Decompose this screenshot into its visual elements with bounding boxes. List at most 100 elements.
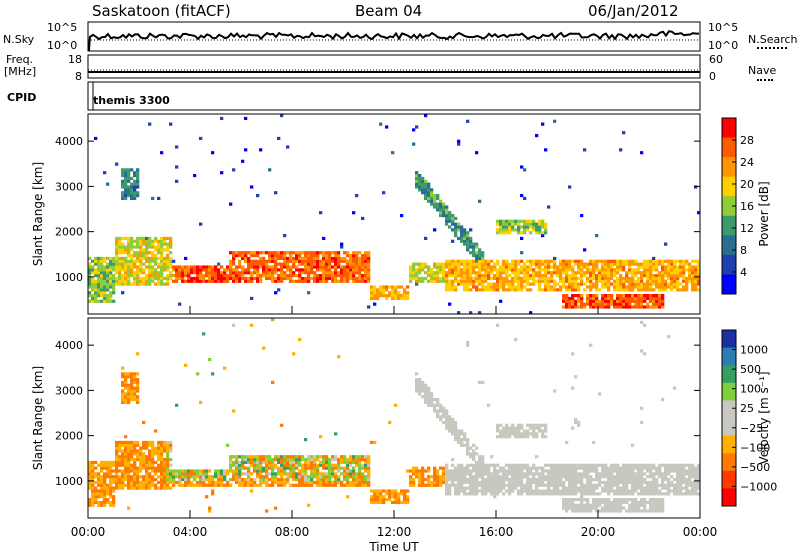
heatmap-cell (154, 449, 158, 453)
heatmap-cell (139, 276, 143, 281)
heatmap-cell (268, 460, 272, 465)
heatmap-cell (256, 463, 260, 467)
heatmap-cell (667, 335, 671, 339)
heatmap-cell (94, 271, 98, 275)
heatmap-cell (496, 285, 500, 289)
heatmap-cell (502, 259, 506, 263)
heatmap-cell (211, 489, 215, 493)
heatmap-cell (217, 262, 221, 266)
heatmap-cell (697, 466, 701, 470)
heatmap-cell (592, 274, 596, 278)
heatmap-cell (694, 466, 698, 470)
heatmap-cell (505, 463, 509, 467)
heatmap-cell (418, 483, 422, 487)
heatmap-cell (364, 480, 368, 485)
heatmap-cell (136, 486, 140, 490)
heatmap-cell (520, 219, 524, 223)
heatmap-cell (175, 276, 179, 281)
heatmap-cell (661, 299, 665, 303)
heatmap-cell (514, 219, 518, 223)
heatmap-cell (457, 236, 461, 241)
heatmap-cell (661, 475, 665, 479)
heatmap-cell (637, 305, 641, 309)
heatmap-cell (430, 279, 434, 283)
heatmap-cell (313, 458, 317, 462)
heatmap-cell (271, 380, 275, 385)
heatmap-cell (616, 296, 620, 301)
heatmap-cell (487, 265, 491, 269)
heatmap-cell (604, 305, 608, 309)
heatmap-cell (442, 466, 446, 470)
heatmap-cell (166, 486, 170, 490)
heatmap-cell (238, 265, 242, 269)
heatmap-cell (346, 254, 350, 258)
heatmap-cell (586, 279, 590, 283)
heatmap-cell (670, 268, 674, 272)
heatmap-cell (607, 285, 611, 289)
heatmap-cell (466, 343, 470, 347)
heatmap-cell (589, 276, 593, 281)
heatmap-cell (91, 299, 95, 303)
heatmap-cell (340, 245, 344, 249)
heatmap-cell (139, 262, 143, 266)
heatmap-cell (619, 299, 623, 303)
heatmap-cell (634, 506, 638, 510)
heatmap-cell (157, 440, 161, 445)
heatmap-cell (442, 265, 446, 269)
heatmap-cell (91, 503, 95, 507)
heatmap-cell (358, 455, 362, 459)
heatmap-cell (313, 466, 317, 470)
heatmap-cell (469, 236, 473, 241)
heatmap-cell (661, 463, 665, 467)
heatmap-cell (484, 288, 488, 292)
heatmap-cell (574, 418, 578, 422)
heatmap-cell (478, 282, 482, 286)
heatmap-cell (124, 196, 128, 201)
heatmap-cell (448, 211, 452, 215)
heatmap-cell (643, 506, 647, 510)
heatmap-cell (403, 294, 407, 298)
heatmap-cell (283, 455, 287, 459)
heatmap-cell (142, 460, 146, 465)
heatmap-cell (115, 262, 119, 266)
heatmap-cell (640, 500, 644, 505)
heatmap-cell (151, 254, 155, 258)
heatmap-cell (97, 282, 101, 286)
heatmap-cell (562, 500, 566, 505)
heatmap-cell (121, 291, 125, 295)
heatmap-cell (571, 302, 575, 306)
heatmap-cell (112, 498, 116, 502)
heatmap-cell (433, 409, 437, 413)
heatmap-cell (571, 259, 575, 263)
heatmap-cell (154, 254, 158, 258)
heatmap-cell (118, 478, 122, 482)
heatmap-cell (520, 475, 524, 479)
heatmap-cell (505, 429, 509, 433)
heatmap-cell (547, 480, 551, 485)
heatmap-cell (346, 276, 350, 281)
heatmap-cell (130, 248, 134, 252)
heatmap-cell (535, 469, 539, 473)
heatmap-cell (220, 171, 224, 175)
heatmap-cell (679, 466, 683, 470)
heatmap-cell (622, 469, 626, 473)
heatmap-cell (382, 489, 386, 493)
heatmap-cell (127, 460, 131, 465)
y-tick-label: 2000 (55, 226, 83, 239)
heatmap-cell (565, 489, 569, 493)
heatmap-cell (304, 256, 308, 261)
heatmap-cell (634, 296, 638, 301)
heatmap-cell (379, 489, 383, 493)
heatmap-cell (301, 256, 305, 261)
heatmap-cell (541, 435, 545, 439)
heatmap-cell (613, 271, 617, 275)
heatmap-cell (442, 274, 446, 278)
heatmap-cell (685, 268, 689, 272)
heatmap-cell (577, 478, 581, 482)
heatmap-cell (337, 466, 341, 470)
heatmap-cell (421, 179, 425, 183)
heatmap-cell (139, 458, 143, 462)
heatmap-cell (130, 452, 134, 456)
heatmap-cell (184, 271, 188, 275)
heatmap-cell (457, 142, 461, 146)
